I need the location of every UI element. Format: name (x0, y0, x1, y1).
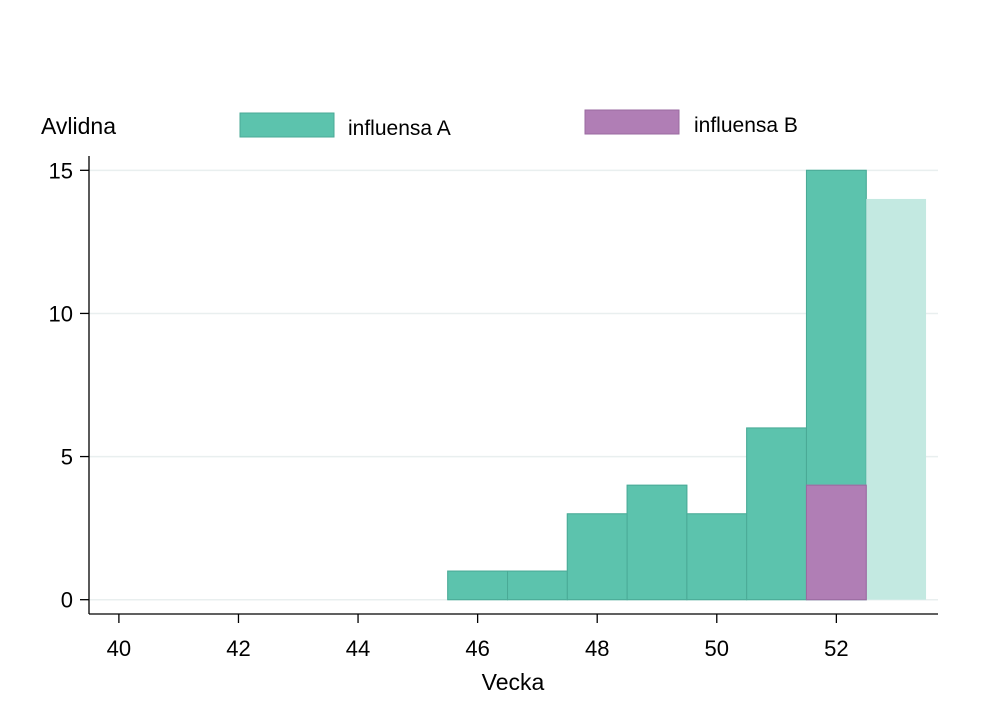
y-tick-label-5: 5 (61, 445, 73, 470)
bars (447, 169, 927, 601)
ticks: 0 5 10 15 40 42 44 46 48 50 52 (49, 158, 849, 661)
x-tick-label-52: 52 (824, 636, 848, 661)
bar-influensa-A-week-47 (507, 570, 568, 601)
y-tick-label-10: 10 (49, 301, 73, 326)
x-tick-label-50: 50 (705, 636, 729, 661)
y-tick-label-0: 0 (61, 588, 73, 613)
legend-label-influensa-b: influensa B (694, 114, 798, 137)
legend-label-influensa-a: influensa A (348, 117, 451, 140)
bar-influensa-A-week-49 (626, 484, 688, 601)
x-tick-label-46: 46 (465, 636, 489, 661)
bar-edge-influensa-B-week-52 (805, 484, 867, 601)
bar-influensa-A-week-48 (566, 513, 628, 601)
bar-influensa-A-week-46 (447, 570, 509, 601)
bar-influensa-A-week-51 (746, 427, 807, 601)
bar-influensa-A-week-53-preliminary (866, 198, 927, 600)
x-axis-title: Vecka (482, 669, 545, 695)
legend: influensa A influensa B (239, 109, 798, 140)
legend-swatch-influensa-b (584, 109, 680, 135)
y-tick-label-15: 15 (49, 158, 73, 183)
x-tick-label-44: 44 (346, 636, 370, 661)
bar-influensa-A-week-50 (686, 513, 748, 601)
x-tick-label-48: 48 (585, 636, 609, 661)
bar-influensa-B-week-52 (805, 484, 867, 601)
legend-swatch-influensa-a (239, 112, 335, 138)
axes (88, 156, 938, 615)
x-tick-label-42: 42 (226, 636, 250, 661)
x-tick-label-40: 40 (107, 636, 131, 661)
y-axis-title: Avlidna (41, 113, 116, 139)
